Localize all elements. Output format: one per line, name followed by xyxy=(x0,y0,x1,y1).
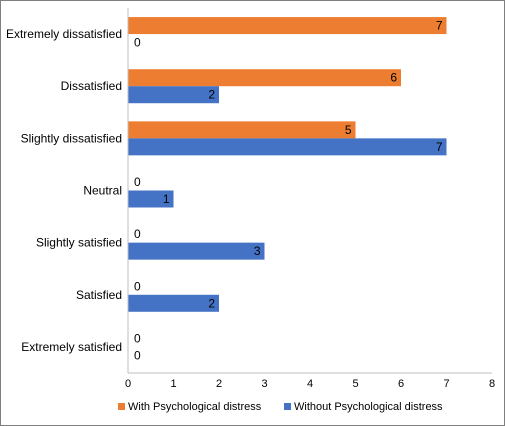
legend-label-without-psychological-distress: Without Psychological distress xyxy=(294,401,443,413)
category-label-slightly-dissatisfied: Slightly dissatisfied xyxy=(21,131,122,145)
x-tick-label-2: 2 xyxy=(216,378,222,390)
x-tick-label-4: 4 xyxy=(307,378,313,390)
legend-swatch-without-psychological-distress xyxy=(284,403,291,410)
data-label-without-psychological-distress-satisfied: 2 xyxy=(208,296,215,310)
data-label-without-psychological-distress-dissatisfied: 2 xyxy=(208,88,215,102)
x-tick-label-8: 8 xyxy=(489,378,495,390)
x-tick-label-3: 3 xyxy=(261,378,267,390)
data-label-with-psychological-distress-neutral: 0 xyxy=(134,175,141,189)
bar-with-psychological-distress-extremely-dissatisfied xyxy=(128,17,447,35)
x-tick-label-5: 5 xyxy=(352,378,358,390)
bar-without-psychological-distress-slightly-dissatisfied xyxy=(128,138,447,156)
bar-without-psychological-distress-slightly-satisfied xyxy=(128,242,265,260)
bar-with-psychological-distress-dissatisfied xyxy=(128,69,401,87)
data-labels-group: 7 0 6 2 5 7 0 1 0 3 0 2 0 0 xyxy=(134,19,443,363)
data-label-with-psychological-distress-slightly-satisfied: 0 xyxy=(134,227,141,241)
data-label-with-psychological-distress-dissatisfied: 6 xyxy=(390,71,397,85)
category-label-satisfied: Satisfied xyxy=(76,288,122,302)
legend-swatch-with-psychological-distress xyxy=(118,403,125,410)
x-tick-label-0: 0 xyxy=(125,378,131,390)
bar-with-psychological-distress-slightly-dissatisfied xyxy=(128,121,356,139)
data-label-without-psychological-distress-slightly-satisfied: 3 xyxy=(254,244,261,258)
legend: With Psychological distress Without Psych… xyxy=(118,401,443,413)
category-label-dissatisfied: Dissatisfied xyxy=(61,79,122,93)
x-tick-label-7: 7 xyxy=(443,378,449,390)
data-label-without-psychological-distress-neutral: 1 xyxy=(163,192,170,206)
category-label-extremely-satisfied: Extremely satisfied xyxy=(21,340,122,354)
legend-label-with-psychological-distress: With Psychological distress xyxy=(128,401,262,413)
bar-without-psychological-distress-neutral xyxy=(128,190,174,208)
data-label-without-psychological-distress-extremely-satisfied: 0 xyxy=(134,348,141,362)
x-tick-label-1: 1 xyxy=(170,378,176,390)
bars-group xyxy=(128,17,447,312)
bar-without-psychological-distress-dissatisfied xyxy=(128,86,219,104)
category-label-neutral: Neutral xyxy=(83,184,122,198)
data-label-with-psychological-distress-extremely-satisfied: 0 xyxy=(134,331,141,345)
data-label-with-psychological-distress-satisfied: 0 xyxy=(134,279,141,293)
category-label-slightly-satisfied: Slightly satisfied xyxy=(36,236,122,250)
data-label-without-psychological-distress-slightly-dissatisfied: 7 xyxy=(436,140,443,154)
data-label-with-psychological-distress-slightly-dissatisfied: 5 xyxy=(345,123,352,137)
category-labels-group: Extremely dissatisfied Dissatisfied Slight… xyxy=(6,27,122,354)
x-tick-labels-group: 0 1 2 3 4 5 6 7 8 xyxy=(125,378,495,390)
x-tick-label-6: 6 xyxy=(398,378,404,390)
data-label-without-psychological-distress-extremely-dissatisfied: 0 xyxy=(134,36,141,50)
category-label-extremely-dissatisfied: Extremely dissatisfied xyxy=(6,27,122,41)
data-label-with-psychological-distress-extremely-dissatisfied: 7 xyxy=(436,19,443,33)
bar-without-psychological-distress-satisfied xyxy=(128,294,219,312)
